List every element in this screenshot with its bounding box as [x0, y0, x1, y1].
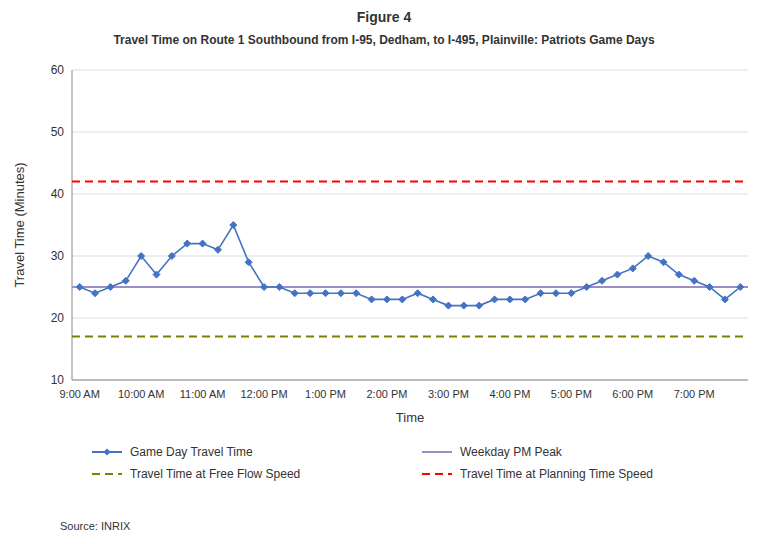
y-tick-label: 10	[51, 373, 65, 387]
reference-line	[72, 336, 748, 338]
chart: Figure 4 Travel Time on Route 1 Southboun…	[0, 0, 768, 544]
point	[660, 259, 667, 266]
y-axis-label: Travel Time (Minutes)	[12, 162, 27, 287]
plot-area	[72, 182, 748, 337]
y-tick-label: 20	[51, 311, 65, 325]
point	[168, 253, 175, 260]
point	[399, 296, 406, 303]
point	[184, 240, 191, 247]
point	[430, 296, 437, 303]
point	[583, 284, 590, 291]
point	[491, 296, 498, 303]
point	[245, 259, 252, 266]
x-tick-label: 5:00 PM	[551, 388, 592, 400]
legend-marker	[104, 449, 111, 456]
point	[645, 253, 652, 260]
x-tick-label: 2:00 PM	[366, 388, 407, 400]
point	[445, 302, 452, 309]
y-tick-label: 40	[51, 187, 65, 201]
x-tick-label: 6:00 PM	[612, 388, 653, 400]
grid-line	[72, 318, 748, 319]
point	[322, 290, 329, 297]
point	[383, 296, 390, 303]
point	[537, 290, 544, 297]
source: Source: INRIX	[60, 520, 131, 532]
y-axis	[72, 70, 73, 380]
series-line	[80, 225, 741, 306]
x-axis-label: Time	[396, 410, 424, 425]
y-tick-label: 50	[51, 125, 65, 139]
legend-label: Game Day Travel Time	[130, 445, 253, 459]
subtitle: Travel Time on Route 1 Southbound from I…	[113, 33, 655, 47]
x-tick-label: 10:00 AM	[118, 388, 164, 400]
legend-label: Travel Time at Free Flow Speed	[130, 467, 300, 481]
x-tick-label: 1:00 PM	[305, 388, 346, 400]
grid-line	[72, 380, 748, 381]
x-tick-label: 3:00 PM	[428, 388, 469, 400]
point	[276, 284, 283, 291]
legend-swatch	[422, 451, 452, 453]
grid-line	[72, 194, 748, 195]
point	[414, 290, 421, 297]
point	[230, 222, 237, 229]
point	[138, 253, 145, 260]
point	[552, 290, 559, 297]
point	[675, 271, 682, 278]
point	[307, 290, 314, 297]
point	[76, 284, 83, 291]
legend-swatch	[92, 473, 122, 475]
point	[568, 290, 575, 297]
point	[107, 284, 114, 291]
point	[291, 290, 298, 297]
x-tick-label: 4:00 PM	[489, 388, 530, 400]
point	[599, 277, 606, 284]
point	[261, 284, 268, 291]
point	[122, 277, 129, 284]
legend: Game Day Travel Time Weekday PM Peak Trave…	[92, 445, 653, 481]
y-tick-label: 60	[51, 63, 65, 77]
point	[214, 246, 221, 253]
point	[92, 290, 99, 297]
legend-swatch	[422, 473, 452, 475]
x-tick-label: 9:00 AM	[60, 388, 100, 400]
legend-label: Weekday PM Peak	[460, 445, 563, 459]
point	[368, 296, 375, 303]
point	[476, 302, 483, 309]
point	[629, 265, 636, 272]
point	[506, 296, 513, 303]
point	[522, 296, 529, 303]
point	[614, 271, 621, 278]
x-axis	[72, 380, 748, 381]
reference-line	[72, 181, 748, 183]
x-tick-label: 7:00 PM	[674, 388, 715, 400]
point	[460, 302, 467, 309]
grid-line	[72, 70, 748, 71]
y-tick-label: 30	[51, 249, 65, 263]
title: Figure 4	[357, 9, 412, 25]
point	[691, 277, 698, 284]
point	[737, 284, 744, 291]
grid-line	[72, 132, 748, 133]
point	[353, 290, 360, 297]
legend-label: Travel Time at Planning Time Speed	[460, 467, 653, 481]
point	[721, 296, 728, 303]
point	[199, 240, 206, 247]
x-tick-label: 11:00 AM	[180, 388, 226, 400]
point	[337, 290, 344, 297]
reference-line	[72, 286, 748, 288]
grid	[72, 70, 748, 380]
x-tick-label: 12:00 PM	[240, 388, 287, 400]
point	[706, 284, 713, 291]
point	[153, 271, 160, 278]
